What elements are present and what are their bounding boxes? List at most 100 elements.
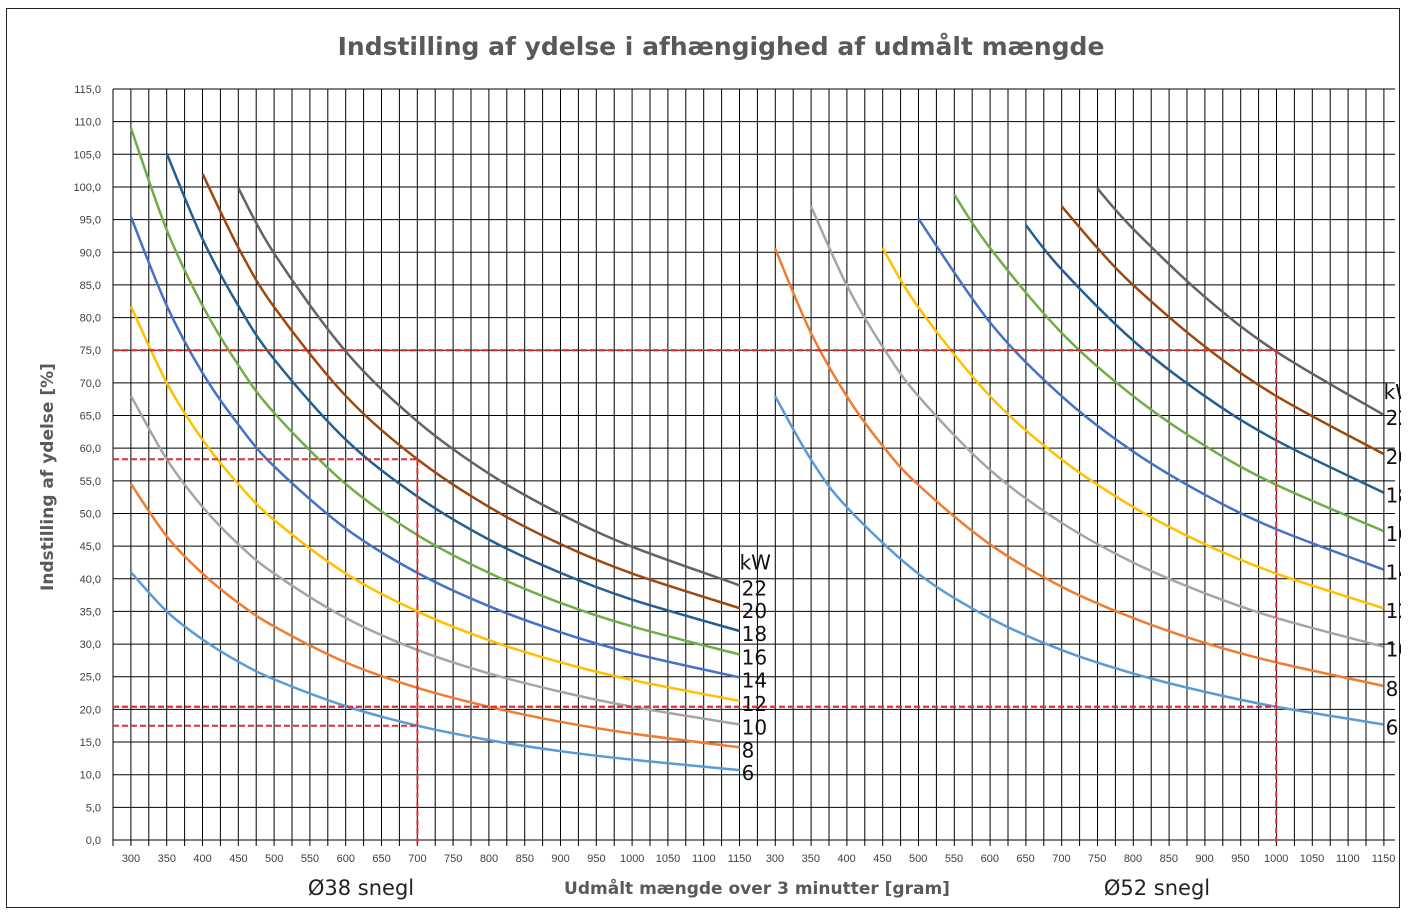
- series-label-14kw: 14: [742, 668, 767, 692]
- x-tick-label: 450: [229, 853, 247, 865]
- x-tick-label: 900: [1195, 853, 1213, 865]
- series-label-22kw: 22: [1386, 406, 1401, 430]
- series-d52-12kw: [881, 247, 1384, 610]
- series-d38-10kw: [129, 395, 740, 726]
- series-lines: [129, 127, 1385, 772]
- series-label-6kw: 6: [1386, 715, 1399, 739]
- series-label-16kw: 16: [1386, 522, 1401, 546]
- series-label-10kw: 10: [742, 715, 767, 739]
- y-tick-label: 55,0: [80, 476, 101, 488]
- x-tick-label: 600: [337, 853, 355, 865]
- x-tick-label: 1050: [1300, 853, 1324, 865]
- y-tick-label: 115,0: [74, 84, 101, 96]
- y-tick-label: 90,0: [80, 247, 101, 259]
- y-tick-label: 10,0: [80, 770, 101, 782]
- x-tick-label: 950: [1231, 853, 1249, 865]
- y-tick-label: 60,0: [80, 443, 101, 455]
- series-d52-20kw: [1060, 205, 1385, 456]
- series-label-8kw: 8: [742, 738, 755, 762]
- panel-label-d52: Ø52 snegl: [1104, 876, 1210, 900]
- y-tick-label: 95,0: [80, 215, 101, 227]
- series-d38-16kw: [129, 127, 740, 656]
- series-label-20kw: 20: [1386, 445, 1401, 469]
- x-tick-label: 900: [551, 853, 569, 865]
- grid-lines: [112, 88, 1395, 846]
- legend-title-kw: kW: [1384, 380, 1401, 404]
- x-tick-label: 650: [372, 853, 390, 865]
- y-tick-label: 5,0: [86, 802, 101, 814]
- chart-title: Indstilling af ydelse i afhængighed af u…: [338, 32, 1105, 61]
- series-d52-6kw: [773, 395, 1384, 726]
- x-tick-label: 300: [766, 853, 784, 865]
- x-tick-label: 550: [945, 853, 963, 865]
- reference-lines: [113, 349, 1278, 846]
- x-tick-label: 750: [444, 853, 462, 865]
- series-labels: kW6810121416182022kW6810121416182022: [740, 380, 1401, 785]
- series-label-12kw: 12: [742, 692, 767, 716]
- series-d38-6kw: [130, 571, 740, 772]
- x-tick-label: 450: [873, 853, 891, 865]
- y-tick-label: 110,0: [74, 117, 101, 129]
- y-tick-label: 40,0: [80, 574, 101, 586]
- y-tick-label: 0,0: [86, 835, 101, 847]
- x-tick-label: 1050: [656, 853, 680, 865]
- x-tick-label: 1150: [728, 853, 752, 865]
- series-label-18kw: 18: [742, 622, 767, 646]
- series-d38-14kw: [129, 216, 740, 679]
- x-tick-label: 350: [802, 853, 820, 865]
- x-tick-label: 300: [122, 853, 140, 865]
- x-tick-label: 850: [1160, 853, 1178, 865]
- x-tick-label: 850: [516, 853, 534, 865]
- y-tick-label: 75,0: [80, 345, 101, 357]
- legend-title-kw: kW: [740, 550, 772, 574]
- y-tick-label: 35,0: [80, 606, 101, 618]
- series-label-14kw: 14: [1386, 561, 1401, 585]
- x-axis-label: Udmålt mængde over 3 minutter [gram]: [564, 877, 950, 899]
- series-label-16kw: 16: [742, 646, 767, 670]
- y-tick-label: 105,0: [73, 149, 101, 161]
- y-tick-label: 20,0: [80, 704, 101, 716]
- series-label-20kw: 20: [742, 599, 767, 623]
- series-d38-8kw: [129, 483, 740, 749]
- x-tick-label: 1000: [1264, 853, 1288, 865]
- series-d52-16kw: [952, 193, 1385, 533]
- series-d38-18kw: [165, 153, 740, 633]
- series-label-18kw: 18: [1386, 484, 1401, 508]
- series-d52-18kw: [1024, 224, 1385, 494]
- x-tick-label: 800: [480, 853, 498, 865]
- y-tick-labels: 0,0 5,0 10,0 15,0 20,0 25,0 30,0 35,0 40,0 45,0 50…: [73, 84, 101, 847]
- y-tick-label: 30,0: [80, 639, 101, 651]
- series-label-10kw: 10: [1386, 638, 1401, 662]
- x-tick-label: 700: [408, 853, 426, 865]
- series-d38-12kw: [129, 305, 740, 703]
- x-tick-label: 650: [1016, 853, 1034, 865]
- x-tick-label: 1100: [692, 853, 716, 865]
- y-tick-label: 80,0: [80, 313, 101, 325]
- panel-label-d38: Ø38 snegl: [308, 876, 414, 900]
- y-tick-label: 70,0: [80, 378, 101, 390]
- x-tick-label: 1000: [620, 853, 644, 865]
- y-tick-label: 25,0: [80, 672, 101, 684]
- series-label-22kw: 22: [742, 576, 767, 600]
- y-tick-label: 45,0: [80, 541, 101, 553]
- x-tick-labels: 300 350 400 450 500 550 600 650 700 750 800 850 900 9…: [122, 853, 1396, 865]
- chart-svg: Indstilling af ydelse i afhængighed af u…: [38, 32, 1401, 900]
- y-tick-label: 50,0: [80, 508, 101, 520]
- y-tick-label: 100,0: [73, 182, 101, 194]
- series-d52-22kw: [1096, 187, 1385, 416]
- x-tick-label: 1100: [1336, 853, 1360, 865]
- x-tick-label: 500: [909, 853, 927, 865]
- y-tick-label: 15,0: [80, 737, 101, 749]
- y-axis-label: Indstilling af ydelse [%]: [38, 363, 58, 591]
- x-tick-label: 350: [158, 853, 176, 865]
- x-tick-label: 1150: [1372, 853, 1396, 865]
- x-tick-label: 400: [193, 853, 211, 865]
- y-tick-label: 85,0: [80, 280, 101, 292]
- series-label-6kw: 6: [742, 761, 755, 785]
- x-tick-label: 700: [1052, 853, 1070, 865]
- x-tick-label: 750: [1088, 853, 1106, 865]
- x-tick-label: 800: [1124, 853, 1142, 865]
- x-tick-label: 950: [587, 853, 605, 865]
- x-tick-label: 550: [301, 853, 319, 865]
- series-label-12kw: 12: [1386, 599, 1401, 623]
